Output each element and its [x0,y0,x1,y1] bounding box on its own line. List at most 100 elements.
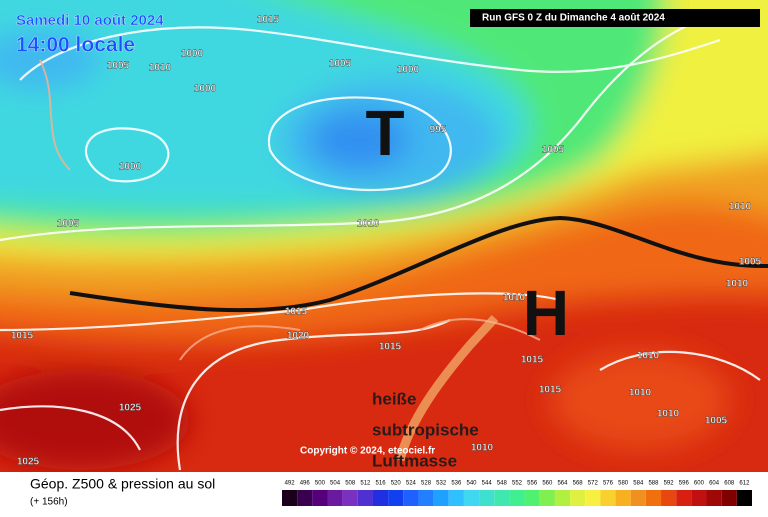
isobar-label: 1000 [397,65,420,76]
scale-swatch [645,490,662,506]
footer-title: Géop. Z500 & pression au sol [30,476,215,492]
scale-swatch [509,490,525,506]
scale-swatch [372,490,389,506]
isobar-label: 1005 [705,416,728,427]
scale-swatch [463,490,480,506]
scale-swatch [312,490,328,506]
scale-swatch [600,490,616,506]
scale-swatch [539,490,555,506]
scale-label: 596 [679,481,690,487]
scale-swatch [297,490,313,506]
isobar-label: 1010 [629,388,652,399]
scale-swatch [661,490,677,506]
scale-swatch [721,490,737,506]
scale-label: 568 [573,481,584,487]
scale-label: 584 [633,481,644,487]
run-info: Run GFS 0 Z du Dimanche 4 août 2024 [482,13,665,24]
scale-label: 556 [527,481,538,487]
isobar-label: 1005 [107,61,130,72]
scale-label: 580 [618,481,629,487]
scale-label: 532 [436,481,447,487]
scale-label: 504 [330,481,341,487]
annotation: heiße subtropische Luftmasse [372,389,479,470]
isobar-label: 1005 [739,257,762,268]
scale-swatch [494,490,510,506]
scale-label: 588 [648,481,659,487]
scale-label: 544 [482,481,493,487]
scale-label: 496 [300,481,311,487]
scale-label: 524 [406,481,417,487]
isobar-label: 1015 [285,307,308,318]
isobar-label: 1010 [729,202,752,213]
scale-label: 592 [664,481,675,487]
time: 14:00 locale [16,34,135,57]
isobar-label: 1000 [181,49,204,60]
scale-swatch [418,490,434,506]
high-symbol: H [523,277,569,349]
scale-label: 508 [345,481,356,487]
scale-swatch [736,490,752,506]
scale-swatch [327,490,343,506]
scale-swatch [357,490,373,506]
scale-swatch [403,490,419,506]
scale-swatch [342,490,358,506]
isobar-label: 1010 [471,443,494,454]
scale-label: 492 [285,481,296,487]
lead-time: (+ 156h) [30,497,68,508]
isobar-label: 1010 [657,409,680,420]
isobar-label: 1015 [379,342,402,353]
isobar-label: 1025 [119,403,142,414]
scale-swatch [630,490,646,506]
isobar-label: 1020 [287,331,310,342]
annotation-line: subtropische [372,420,479,439]
scale-label: 560 [542,481,553,487]
annotation-line: heiße [372,389,416,408]
scale-label: 528 [421,481,432,487]
scale-label: 516 [376,481,387,487]
scale-swatch [691,490,707,506]
copyright: Copyright © 2024, eteociel.fr [300,446,435,457]
scale-swatch [448,490,464,506]
scale-label: 512 [360,481,371,487]
isobar-label: 1010 [637,351,660,362]
isobar-label: 1000 [119,162,142,173]
scale-swatch [570,490,586,506]
isobar-label: 1010 [503,293,526,304]
scale-label: 572 [588,481,599,487]
isobar-label: 1015 [257,15,280,26]
isobar-label: 1005 [57,219,80,230]
scale-swatch [524,490,540,506]
scale-swatch [615,490,631,506]
isobar-label: 1000 [194,84,217,95]
field [0,0,768,472]
isobar-label: 1005 [542,145,565,156]
isobar-label: 1025 [17,457,40,468]
scale-label: 540 [467,481,478,487]
isobar-label: 995 [430,125,447,136]
scale-label: 536 [451,481,462,487]
scale-label: 548 [497,481,508,487]
scale-label: 564 [557,481,568,487]
low-symbol: T [365,97,404,169]
scale-swatch [706,490,722,506]
isobar-label: 1015 [11,331,34,342]
scale-label: 604 [709,481,720,487]
scale-label: 552 [512,481,523,487]
isobar-label: 1015 [539,385,562,396]
annotation-line: Luftmasse [372,451,457,470]
scale-label: 520 [391,481,402,487]
scale-swatch [479,490,495,506]
isobar-label: 1010 [726,279,749,290]
scale-label: 600 [694,481,705,487]
run-box [470,9,760,27]
scale-swatch [282,490,298,506]
isobar-label: 1010 [149,63,172,74]
isobar-label: 1005 [329,59,352,70]
scale-swatch [585,490,601,506]
scale-swatch [676,490,692,506]
scale-label: 608 [724,481,735,487]
scale-swatch [554,490,571,506]
scale-swatch [388,490,404,506]
scale-label: 612 [739,481,750,487]
